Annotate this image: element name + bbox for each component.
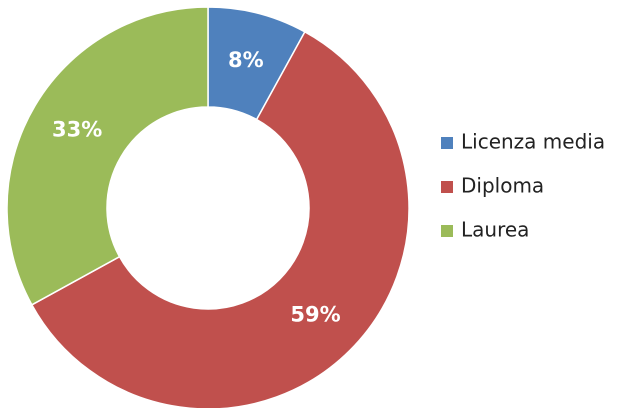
- legend-swatch: [441, 181, 453, 193]
- value-label: 8%: [228, 48, 264, 72]
- donut-slice: [6, 6, 209, 306]
- legend-label: Laurea: [461, 218, 529, 242]
- value-label: 59%: [290, 302, 340, 326]
- value-label: 33%: [52, 118, 102, 142]
- legend-label: Diploma: [461, 174, 544, 198]
- legend-swatch: [441, 225, 453, 237]
- legend-label: Licenza media: [461, 130, 605, 154]
- legend-swatch: [441, 137, 453, 149]
- donut-slice: [30, 30, 410, 408]
